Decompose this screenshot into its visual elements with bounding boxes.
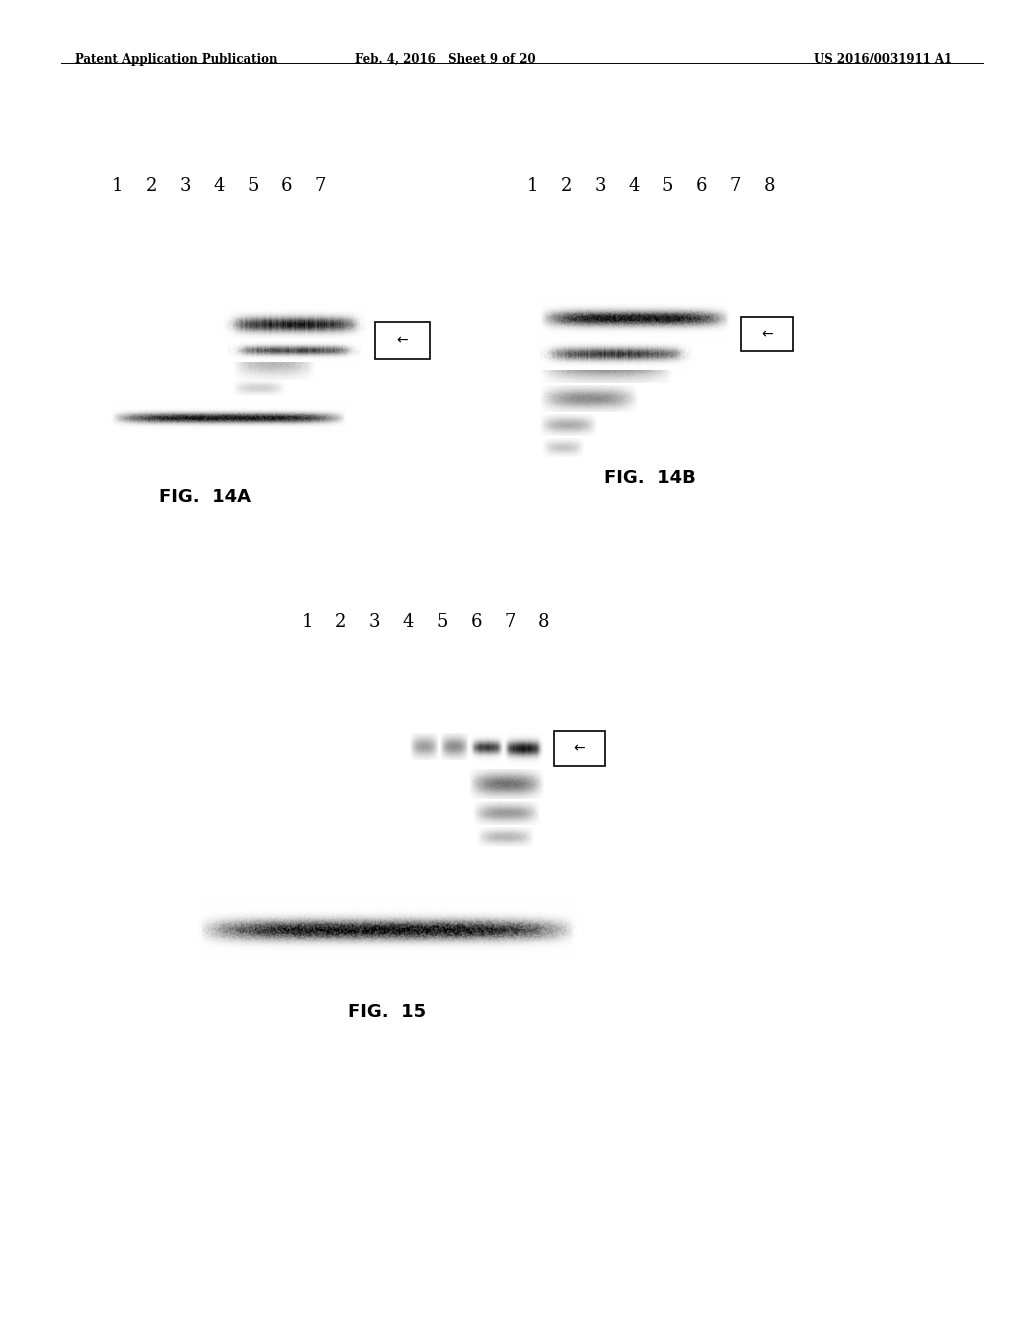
Text: FIG.  14A: FIG. 14A [159,488,251,507]
Text: 6: 6 [695,177,708,195]
Text: Feb. 4, 2016   Sheet 9 of 20: Feb. 4, 2016 Sheet 9 of 20 [355,53,536,66]
Text: 2: 2 [560,177,572,195]
Text: FIG.  15: FIG. 15 [348,1003,426,1022]
Text: 7: 7 [729,177,741,195]
Text: ←: ← [396,334,409,347]
FancyBboxPatch shape [375,322,430,359]
Text: FIG.  14B: FIG. 14B [604,469,696,487]
Text: 5: 5 [436,612,449,631]
Text: 6: 6 [281,177,293,195]
Text: 8: 8 [538,612,550,631]
Text: 7: 7 [314,177,327,195]
FancyBboxPatch shape [554,731,605,766]
Text: 4: 4 [213,177,225,195]
FancyBboxPatch shape [741,317,793,351]
Text: 3: 3 [594,177,606,195]
Text: Patent Application Publication: Patent Application Publication [75,53,278,66]
Text: ←: ← [573,742,586,755]
Text: 2: 2 [335,612,347,631]
Text: 1: 1 [112,177,124,195]
Text: 7: 7 [504,612,516,631]
Text: 4: 4 [628,177,640,195]
Text: 3: 3 [179,177,191,195]
Text: 6: 6 [470,612,482,631]
Text: 8: 8 [763,177,775,195]
Text: 3: 3 [369,612,381,631]
Text: 1: 1 [301,612,313,631]
Text: 4: 4 [402,612,415,631]
Text: 5: 5 [662,177,674,195]
Text: 5: 5 [247,177,259,195]
Text: US 2016/0031911 A1: US 2016/0031911 A1 [814,53,952,66]
Text: ←: ← [761,327,773,341]
Text: 1: 1 [526,177,539,195]
Text: 2: 2 [145,177,158,195]
